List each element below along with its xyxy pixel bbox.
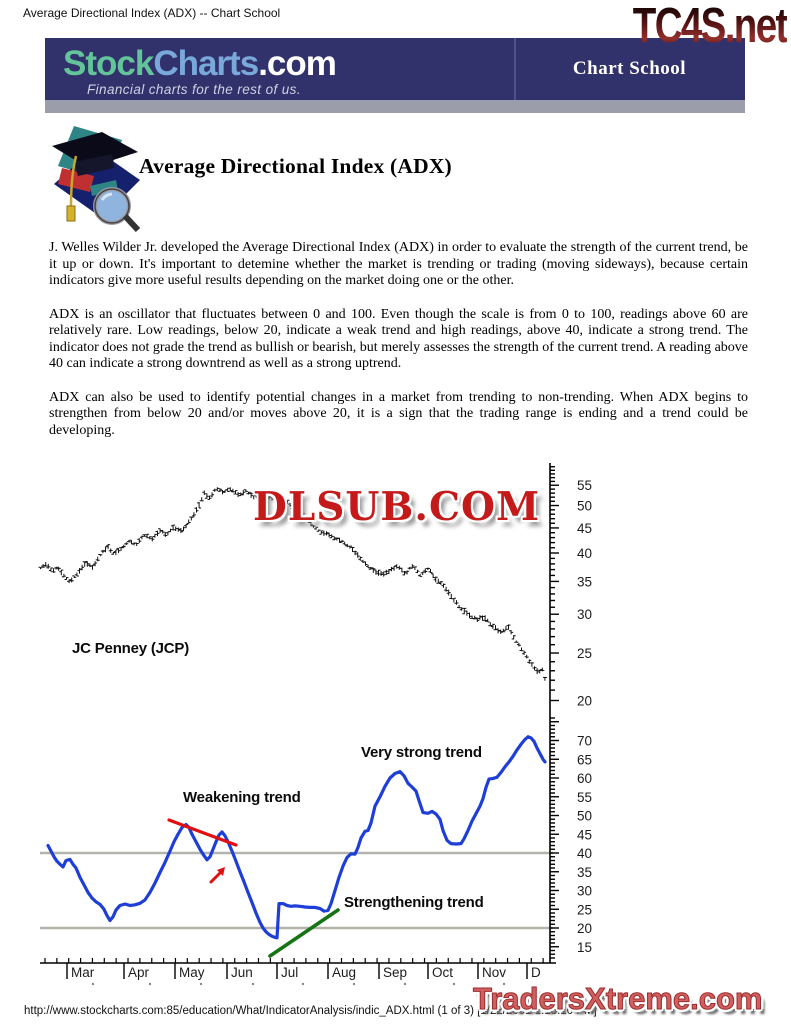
svg-text:20: 20: [577, 921, 592, 936]
chart-school-label: Chart School: [572, 58, 687, 79]
annotation-weakening-trend: Weakening trend: [183, 789, 301, 806]
svg-text:Jun: Jun: [231, 965, 253, 980]
banner-graybar: [45, 100, 745, 113]
svg-text:Oct: Oct: [432, 965, 453, 980]
svg-text:25: 25: [577, 646, 592, 661]
status-bar: http://www.stockcharts.com:85/education/…: [24, 1005, 597, 1017]
svg-text:35: 35: [577, 574, 592, 589]
paragraph-2: ADX is an oscillator that fluctuates bet…: [49, 306, 748, 372]
svg-text:45: 45: [577, 827, 592, 842]
article-body: J. Welles Wilder Jr. developed the Avera…: [49, 240, 748, 456]
svg-text:25: 25: [577, 902, 592, 917]
svg-text:60: 60: [577, 771, 592, 786]
paragraph-3: ADX can also be used to identify potenti…: [49, 389, 748, 438]
svg-text:Apr: Apr: [128, 965, 150, 980]
svg-text:30: 30: [577, 607, 592, 622]
svg-text:15: 15: [577, 940, 592, 955]
svg-text:45: 45: [577, 521, 592, 536]
svg-text:Jul: Jul: [281, 965, 298, 980]
svg-text:Nov: Nov: [482, 965, 506, 980]
tradersxtreme-watermark: TradersXtreme.com: [472, 981, 763, 1017]
banner-divider: [514, 38, 516, 100]
svg-text:40: 40: [577, 846, 592, 861]
logo-com: .com: [258, 44, 337, 83]
tc4s-watermark: TC4S.net: [633, 0, 789, 53]
window-title: Average Directional Index (ADX) -- Chart…: [23, 6, 281, 20]
svg-text:40: 40: [577, 546, 592, 561]
svg-text:May: May: [179, 965, 205, 980]
svg-text:65: 65: [577, 752, 592, 767]
svg-text:Aug: Aug: [332, 965, 356, 980]
page-title: Average Directional Index (ADX): [139, 154, 452, 178]
svg-text:70: 70: [577, 734, 592, 749]
svg-text:55: 55: [577, 790, 592, 805]
annotation-very-strong-trend: Very strong trend: [361, 744, 482, 761]
svg-text:55: 55: [577, 478, 592, 493]
svg-text:Sep: Sep: [383, 965, 407, 980]
svg-text:20: 20: [577, 694, 592, 709]
price-chart-title: JC Penney (JCP): [72, 640, 190, 657]
banner-tagline: Financial charts for the rest of us.: [87, 82, 301, 97]
logo-stock: Stock: [63, 44, 154, 83]
svg-text:D: D: [531, 965, 541, 980]
svg-text:50: 50: [577, 809, 592, 824]
chart-school-icon: [52, 126, 141, 233]
stockcharts-banner: StockCharts.com Financial charts for the…: [45, 38, 745, 100]
svg-text:30: 30: [577, 884, 592, 899]
svg-text:35: 35: [577, 865, 592, 880]
dlsub-watermark: DLSUB.COM: [253, 484, 541, 530]
svg-text:50: 50: [577, 499, 592, 514]
svg-text:Mar: Mar: [71, 965, 95, 980]
annotation-strengthening-trend: Strengthening trend: [344, 894, 484, 911]
paragraph-1: J. Welles Wilder Jr. developed the Avera…: [49, 240, 748, 288]
stockcharts-logo: StockCharts.com: [63, 44, 337, 84]
logo-charts: Charts: [153, 44, 259, 83]
